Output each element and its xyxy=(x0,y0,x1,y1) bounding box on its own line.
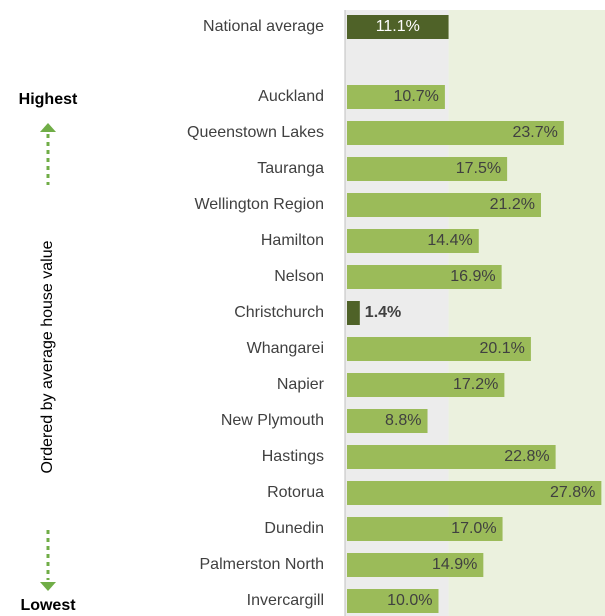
bar xyxy=(347,157,508,181)
bar xyxy=(347,445,556,469)
bar xyxy=(347,517,503,541)
category-label: Invercargill xyxy=(247,592,324,609)
value-label: 14.9% xyxy=(432,556,477,573)
bar xyxy=(347,85,445,109)
value-label: 11.1% xyxy=(376,18,420,35)
value-label: 8.8% xyxy=(385,412,421,429)
value-label: 17.0% xyxy=(451,520,496,537)
value-label: 21.2% xyxy=(490,196,535,213)
bar xyxy=(347,301,360,325)
bar xyxy=(347,373,505,397)
value-label: 17.5% xyxy=(456,160,501,177)
value-label: 20.1% xyxy=(480,340,525,357)
category-label: National average xyxy=(203,18,324,35)
category-label: Auckland xyxy=(258,88,324,105)
arrow-down xyxy=(40,582,56,591)
category-label: Tauranga xyxy=(257,160,324,177)
category-label: Christchurch xyxy=(234,304,324,321)
above-average-zone xyxy=(448,10,605,616)
bar xyxy=(347,337,531,361)
category-label: Hamilton xyxy=(261,232,324,249)
bar xyxy=(347,481,602,505)
bar xyxy=(347,229,479,253)
category-label: Napier xyxy=(277,376,325,393)
value-label: 17.2% xyxy=(453,376,498,393)
category-label: Palmerston North xyxy=(200,556,325,573)
value-label: 10.0% xyxy=(387,592,432,609)
category-label: Hastings xyxy=(262,448,324,465)
bar xyxy=(347,409,428,433)
bar xyxy=(347,193,541,217)
category-label: Queenstown Lakes xyxy=(187,124,324,141)
bar xyxy=(347,15,449,39)
value-label: 22.8% xyxy=(504,448,549,465)
category-label: Nelson xyxy=(274,268,324,285)
bar xyxy=(347,265,502,289)
lowest-label: Lowest xyxy=(20,597,76,614)
value-label: 27.8% xyxy=(550,484,595,501)
value-label: 14.4% xyxy=(427,232,472,249)
category-label: Dunedin xyxy=(264,520,324,537)
below-average-zone xyxy=(345,10,449,616)
value-label: 16.9% xyxy=(450,268,495,285)
category-label: Rotorua xyxy=(267,484,324,501)
category-label: New Plymouth xyxy=(221,412,324,429)
axis-note: Ordered by average house value xyxy=(39,240,56,473)
category-label: Whangarei xyxy=(247,340,324,357)
value-label: 23.7% xyxy=(512,124,557,141)
category-label: Wellington Region xyxy=(194,196,324,213)
bar xyxy=(347,553,484,577)
highest-label: Highest xyxy=(19,91,78,108)
bar xyxy=(347,121,564,145)
bar xyxy=(347,589,439,613)
value-label: 10.7% xyxy=(394,88,439,105)
arrow-up xyxy=(40,123,56,132)
value-label: 1.4% xyxy=(365,304,401,321)
